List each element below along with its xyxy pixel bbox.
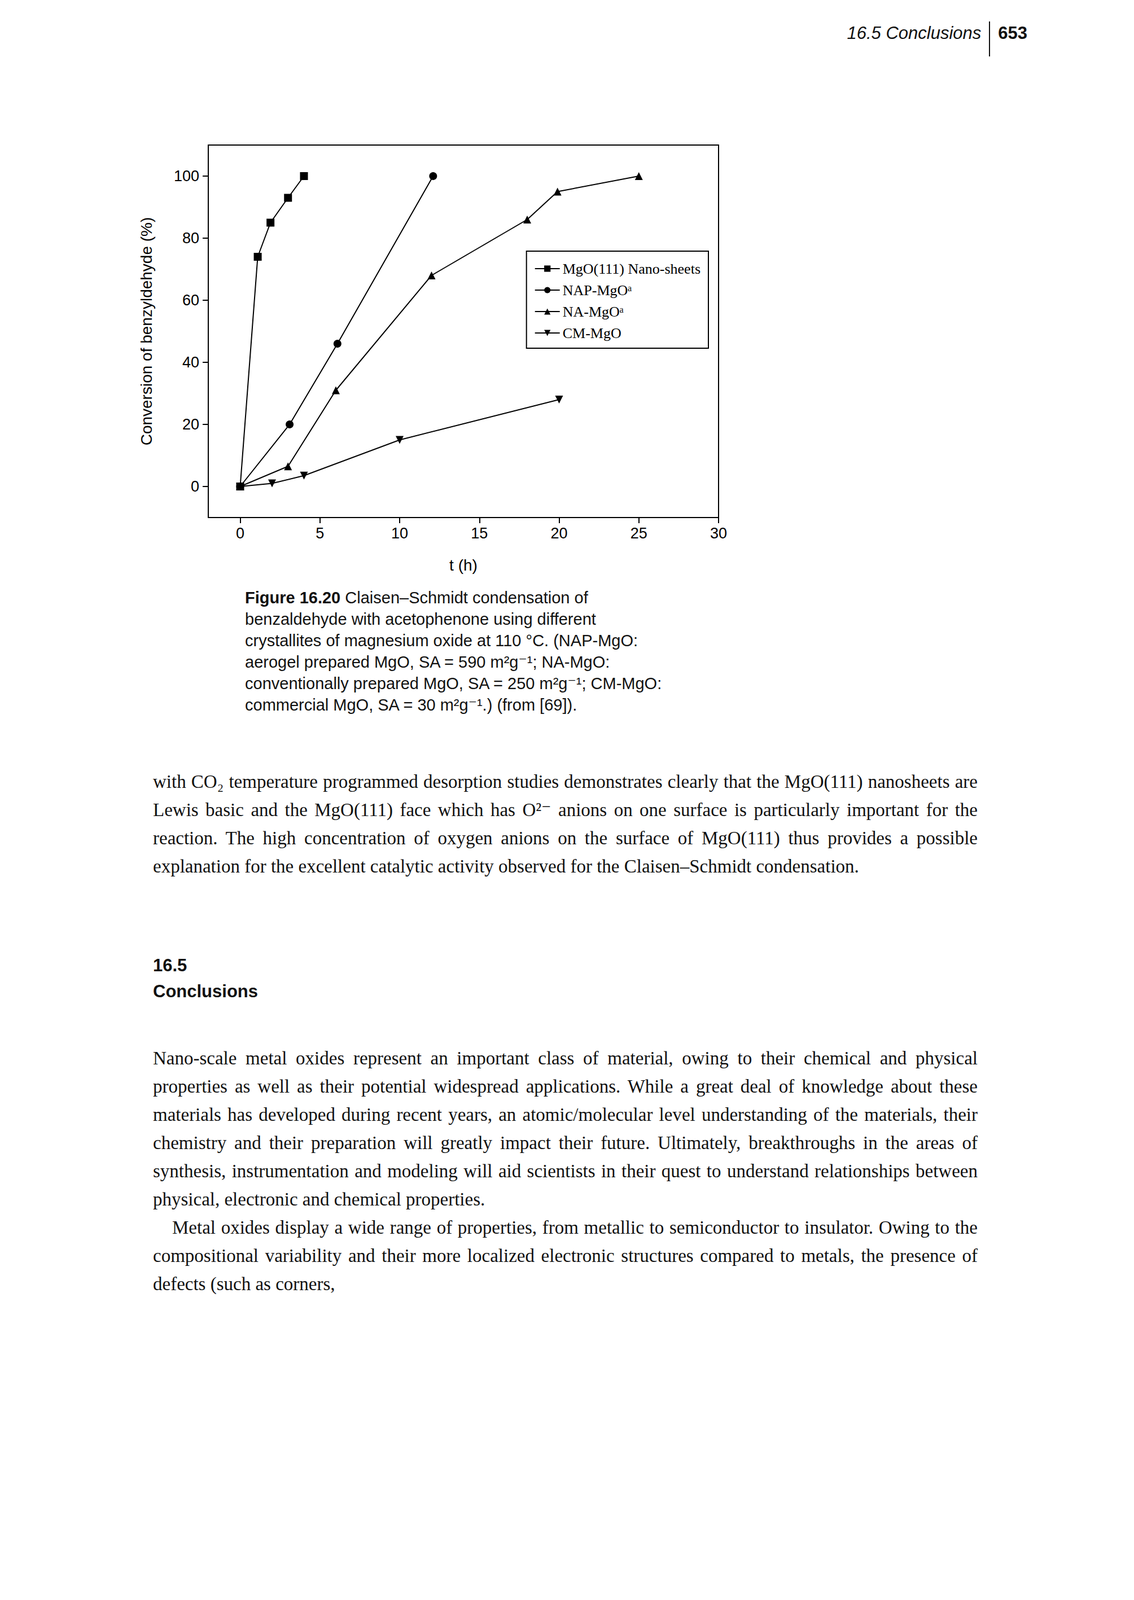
svg-text:100: 100	[173, 167, 200, 185]
svg-text:20: 20	[182, 416, 200, 433]
svg-text:0: 0	[235, 524, 245, 542]
html-text:653: 653	[998, 23, 1028, 43]
svg-text:t (h): t (h)	[449, 556, 478, 575]
html-text:Conclusions: Conclusions	[152, 981, 258, 1002]
svg-text:NA-MgOᵃ: NA-MgOᵃ	[562, 303, 624, 321]
svg-text:60: 60	[182, 291, 200, 309]
svg-text:NAP-MgOᵃ: NAP-MgOᵃ	[562, 282, 633, 299]
html-text:Nano-scale metal oxides repres: Nano-scale metal oxides represent an imp…	[152, 1048, 978, 1210]
html-text:16.5 Conclusions: 16.5 Conclusions	[846, 23, 982, 43]
svg-text:Conversion of benzyldehyde (%): Conversion of benzyldehyde (%)	[137, 217, 156, 446]
svg-text:40: 40	[182, 353, 200, 371]
svg-text:CM-MgO: CM-MgO	[562, 325, 622, 342]
svg-text:20: 20	[550, 524, 568, 542]
html-text:Metal oxides display a wide ra: Metal oxides display a wide range of pro…	[152, 1217, 978, 1295]
svg-text:25: 25	[630, 524, 648, 542]
svg-text:15: 15	[470, 524, 488, 542]
svg-text:0: 0	[190, 478, 200, 496]
svg-text:30: 30	[710, 524, 728, 542]
svg-text:5: 5	[315, 524, 324, 542]
html-text:with CO₂ temperature programme: with CO₂ temperature programmed desorpti…	[152, 771, 978, 877]
html-text:16.5: 16.5	[152, 955, 188, 976]
svg-text:MgO(111) Nano-sheets: MgO(111) Nano-sheets	[562, 260, 701, 278]
svg-text:10: 10	[391, 524, 409, 542]
svg-text:80: 80	[182, 229, 200, 247]
html-text:Figure 16.20 Claisen–Schmidt c: Figure 16.20 Claisen–Schmidt condensatio…	[244, 588, 662, 715]
